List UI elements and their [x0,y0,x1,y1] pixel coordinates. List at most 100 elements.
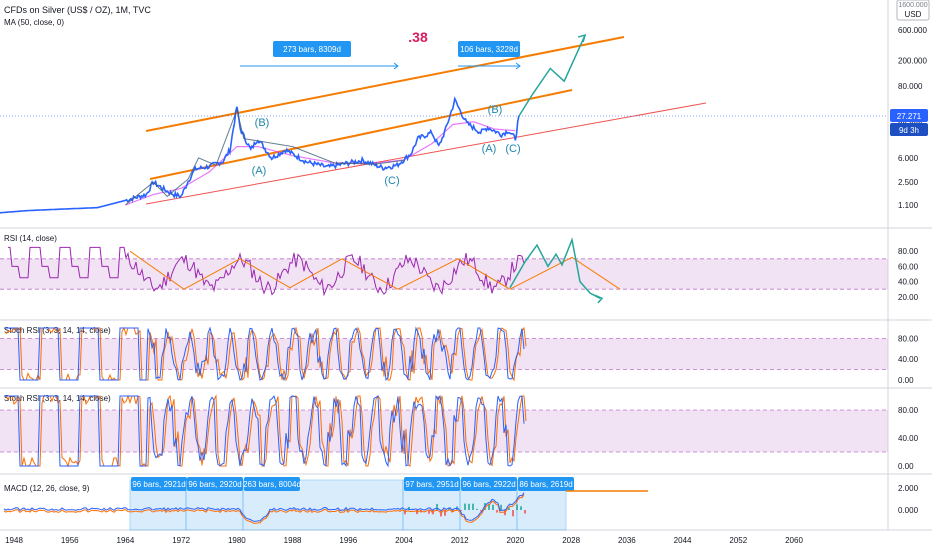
macd-measure-label: 263 bars, 8004d [243,480,301,489]
macd-histogram-bar [460,510,462,512]
macd-histogram-bar [404,510,406,515]
macd-tick-label: 0.000 [898,506,919,515]
stoch1-tick-label: 0.00 [898,376,914,385]
macd-histogram-bar [496,510,498,513]
macd-measure-label: 86 bars, 2619d [519,480,572,489]
macd-histogram-bar [476,508,478,510]
bar-countdown: 9d 3h [899,126,919,135]
price-tick-label: 1.100 [898,201,919,210]
macd-measure-label: 97 bars, 2951d [405,480,458,489]
rsi-projection-arrow [594,294,604,304]
wave-label: (C) [505,143,520,155]
macd-measure-box[interactable] [404,477,460,491]
rsi-tick-label: 60.00 [898,262,919,271]
upper-channel-line[interactable] [145,36,625,132]
macd-measure-box[interactable] [518,477,574,491]
time-tick-label: 1964 [117,536,135,545]
macd-measure-box[interactable] [187,477,243,491]
last-price-value: 27.271 [897,112,922,121]
price-line[interactable] [0,96,520,214]
macd-histogram-bar [508,507,510,510]
rsi-band [0,258,888,290]
macd-histogram-bar [524,510,526,514]
macd-tick-label: 2.000 [898,484,919,493]
macd-measure-box[interactable] [244,477,300,491]
macd-histogram-bar [488,503,490,510]
macd-measure-box[interactable] [461,477,517,491]
rsi-tick-label: 20.00 [898,293,919,302]
currency-unit: USD [905,10,922,19]
ma-legend: MA (50, close, 0) [4,18,64,27]
macd-histogram-bar [500,504,502,510]
time-tick-label: 2036 [618,536,636,545]
macd-measure-label: 96 bars, 2922d [462,480,515,489]
stoch2-tick-label: 0.00 [898,462,914,471]
time-tick-label: 2052 [729,536,747,545]
rsi-tick-label: 40.00 [898,278,919,287]
chart-title: CFDs on Silver (US$ / OZ), 1M, TVC [4,5,151,15]
rsi-legend: RSI (14, close) [4,234,57,243]
measure-label: 273 bars, 8309d [283,45,341,54]
macd-line[interactable] [3,492,525,522]
macd-histogram-bar [436,503,438,510]
rsi-tick-label: 80.00 [898,247,919,256]
rsi-projection[interactable] [509,237,601,299]
time-tick-label: 1980 [228,536,246,545]
price-tick-label: 600.000 [898,26,927,35]
macd-histogram-bar [480,510,482,512]
measure-label-box[interactable] [273,41,351,57]
macd-legend: MACD (12, 26, close, 9) [4,484,90,493]
stoch2-k-line[interactable] [4,394,525,468]
macd-histogram-bar [472,503,474,510]
projection-arrow-head [577,33,587,43]
macd-histogram-bar [416,510,418,515]
last-price-badge[interactable] [890,109,928,122]
macd-histogram-bar [504,510,506,516]
elliott-wave-path [125,107,405,206]
currency-box[interactable] [896,0,930,21]
macd-histogram-bar [520,506,522,510]
time-tick-label: 2012 [451,536,469,545]
wave-label: (A) [252,165,267,177]
macd-histogram-bar [464,503,466,510]
time-tick-label: 2004 [395,536,413,545]
macd-measure-label: 96 bars, 2921d [132,480,185,489]
projection-wave[interactable] [518,34,586,117]
macd-signal-line[interactable] [3,494,525,524]
stoch1-tick-label: 80.00 [898,334,919,343]
macd-histogram-bar [468,503,470,510]
time-tick-label: 1988 [284,536,302,545]
rsi-line[interactable] [8,246,525,297]
stoch1-k-line[interactable] [4,326,525,382]
price-tick-label: 80.000 [898,82,923,91]
measure-arrow-head [515,62,521,70]
stoch2-legend: Stoch RSI (3, 3, 14, 14, close) [4,394,111,403]
wave-label: (B) [255,117,270,129]
measure-arrow-head [393,62,399,70]
stoch2-tick-label: 80.00 [898,406,919,415]
fib-level-label: .38 [408,29,428,45]
macd-histogram-bar [440,510,442,517]
stoch2-tick-label: 40.00 [898,434,919,443]
macd-histogram-bar [408,506,410,510]
macd-histogram-bar [444,510,446,516]
macd-measure-label: 96 bars, 2920d [188,480,241,489]
time-tick-label: 1956 [61,536,79,545]
macd-histogram-bar [448,507,450,510]
time-tick-label: 2028 [562,536,580,545]
macd-measure-box[interactable] [131,477,187,491]
price-tick-label: 200.000 [898,57,927,66]
support-trend-line[interactable] [145,102,707,205]
time-tick-label: 2044 [674,536,692,545]
time-tick-label: 1996 [339,536,357,545]
measure-label-box[interactable] [458,41,520,57]
stoch1-tick-label: 40.00 [898,355,919,364]
wave-label: (B) [488,104,503,116]
countdown-badge [890,123,928,136]
time-tick-label: 2060 [785,536,803,545]
price-tick-label: 6.000 [898,154,919,163]
macd-histogram-bar [516,504,518,510]
macd-histogram-bar [492,504,494,510]
wave-label: (C) [384,175,399,187]
